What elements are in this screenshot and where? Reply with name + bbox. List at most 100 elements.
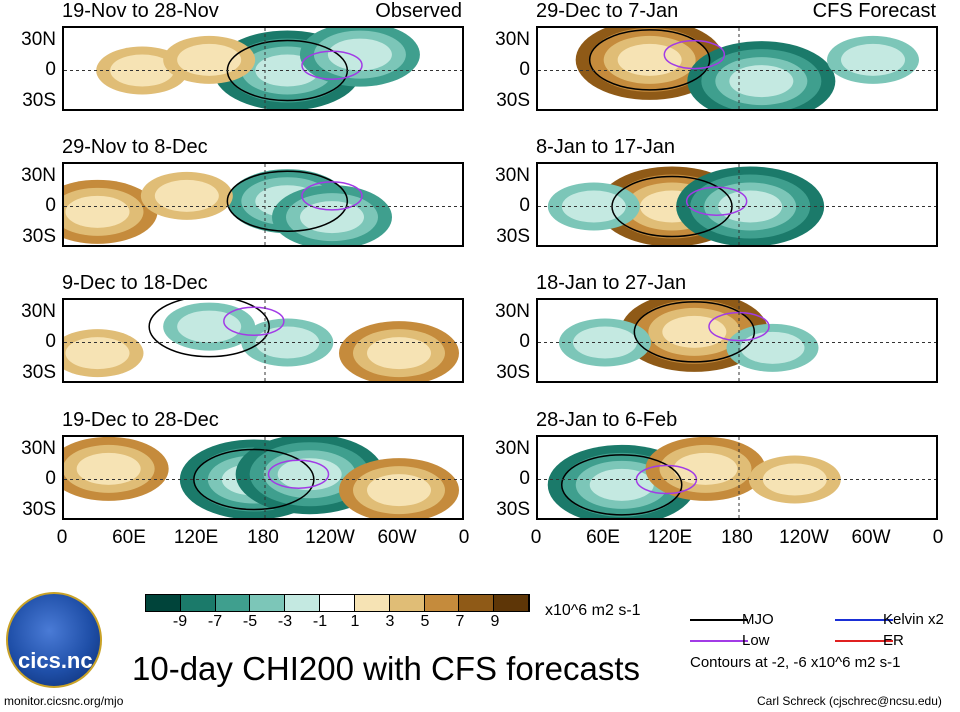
low-contour — [301, 181, 363, 211]
low-contour — [685, 186, 748, 216]
lon-tick-label: 0 — [458, 527, 470, 548]
lon-tick-label: 60E — [112, 527, 146, 548]
main-title: 10-day CHI200 with CFS forecasts — [132, 650, 641, 687]
lat-tick-label: 30N — [21, 29, 56, 50]
logo-text: cics.nc — [18, 648, 93, 673]
lon-tick-label: 180 — [721, 527, 753, 548]
panel-title: 29-Nov to 8-Dec — [62, 136, 208, 158]
panel-source-tag: Observed — [375, 0, 462, 22]
map-panel — [62, 435, 464, 520]
cics-logo — [6, 592, 102, 688]
low-contour — [223, 306, 285, 336]
colorbar-segment — [250, 595, 286, 611]
colorbar-segment — [215, 595, 251, 611]
legend-swatch — [690, 619, 748, 621]
anomaly-map — [538, 437, 936, 518]
legend-label: MJO — [742, 611, 774, 628]
low-contour — [301, 50, 363, 80]
lat-tick-label: 30N — [495, 29, 530, 50]
map-panel — [62, 162, 464, 247]
footer-url[interactable]: monitor.cicsnc.org/mjo — [4, 694, 124, 708]
panel-title: 9-Dec to 18-Dec — [62, 272, 208, 294]
colorbar-segment — [285, 595, 321, 611]
lat-tick-label: 0 — [519, 59, 530, 80]
anomaly-mark — [76, 452, 141, 485]
lat-tick-label: 30S — [22, 362, 56, 383]
lat-tick-label: 30S — [22, 90, 56, 111]
colorbar-tick-label: 7 — [455, 613, 465, 630]
panel-title: 8-Jan to 17-Jan — [536, 136, 675, 158]
colorbar-segment — [354, 595, 390, 611]
anomaly-map — [64, 300, 462, 381]
anomaly-map — [538, 164, 936, 245]
lat-tick-label: 30S — [496, 499, 530, 520]
mjo-contour — [226, 170, 349, 232]
anomaly-mark — [327, 38, 392, 71]
colorbar-unit: x10^6 m2 s-1 — [545, 602, 641, 619]
map-panel — [62, 298, 464, 383]
legend-label: ER — [883, 632, 904, 649]
anomaly-mark — [177, 310, 242, 343]
legend-swatch — [835, 640, 893, 642]
anomaly-mark — [740, 331, 805, 364]
lon-tick-label: 120W — [779, 527, 829, 548]
colorbar-segment — [180, 595, 216, 611]
low-contour — [663, 39, 726, 70]
lon-tick-label: 120E — [647, 527, 693, 548]
map-panel — [62, 26, 464, 111]
colorbar-tick-label: -3 — [277, 613, 293, 630]
legend-swatch — [690, 640, 748, 642]
anomaly-mark — [729, 65, 794, 98]
mjo-contour — [588, 29, 711, 91]
lat-tick-label: 30N — [21, 301, 56, 322]
anomaly-map — [64, 28, 462, 109]
lat-tick-label: 0 — [519, 468, 530, 489]
lat-tick-label: 0 — [45, 468, 56, 489]
anomaly-mark — [65, 337, 130, 370]
lon-tick-label: 60W — [377, 527, 417, 548]
map-panel — [536, 298, 938, 383]
anomaly-mark — [367, 474, 431, 507]
lat-tick-label: 0 — [45, 59, 56, 80]
colorbar-tick-label: 3 — [385, 613, 395, 630]
lon-tick-label: 60E — [586, 527, 620, 548]
lat-tick-label: 30S — [496, 362, 530, 383]
panel-title: 18-Jan to 27-Jan — [536, 272, 687, 294]
map-panel — [536, 162, 938, 247]
lat-tick-label: 0 — [519, 195, 530, 216]
colorbar-tick-label: -9 — [172, 613, 188, 630]
legend-label: Low — [742, 632, 770, 649]
lat-tick-label: 30N — [21, 165, 56, 186]
panel-title: 19-Nov to 28-Nov — [62, 0, 219, 22]
panel-title: 29-Dec to 7-Jan — [536, 0, 679, 22]
contours-note: Contours at -2, -6 x10^6 m2 s-1 — [690, 654, 901, 671]
lat-tick-label: 30S — [496, 226, 530, 247]
anomaly-mark — [367, 337, 431, 370]
lat-tick-label: 30S — [22, 226, 56, 247]
colorbar-tick-label: -7 — [207, 613, 223, 630]
lon-tick-label: 0 — [530, 527, 542, 548]
map-panel — [536, 435, 938, 520]
lat-tick-label: 30S — [22, 499, 56, 520]
colorbar-segment — [459, 595, 495, 611]
map-panel — [536, 26, 938, 111]
lat-tick-label: 0 — [45, 331, 56, 352]
colorbar-tick-label: 1 — [350, 613, 360, 630]
lat-tick-label: 30N — [21, 438, 56, 459]
anomaly-mark — [300, 201, 364, 234]
footer-credit: Carl Schreck (cjschrec@ncsu.edu) — [757, 694, 942, 708]
lat-tick-label: 30N — [495, 301, 530, 322]
lon-tick-label: 0 — [932, 527, 944, 548]
lon-tick-label: 180 — [247, 527, 279, 548]
colorbar-tick-label: 9 — [490, 613, 500, 630]
anomaly-mark — [277, 458, 342, 491]
anomaly-mark — [673, 452, 738, 485]
colorbar-segment — [320, 595, 355, 611]
mjo-contour — [561, 454, 683, 516]
lat-tick-label: 30N — [495, 165, 530, 186]
anomaly-mark — [762, 463, 827, 496]
colorbar — [145, 594, 530, 612]
mjo-contour — [633, 301, 756, 363]
low-contour — [267, 459, 330, 489]
anomaly-map — [538, 300, 936, 381]
